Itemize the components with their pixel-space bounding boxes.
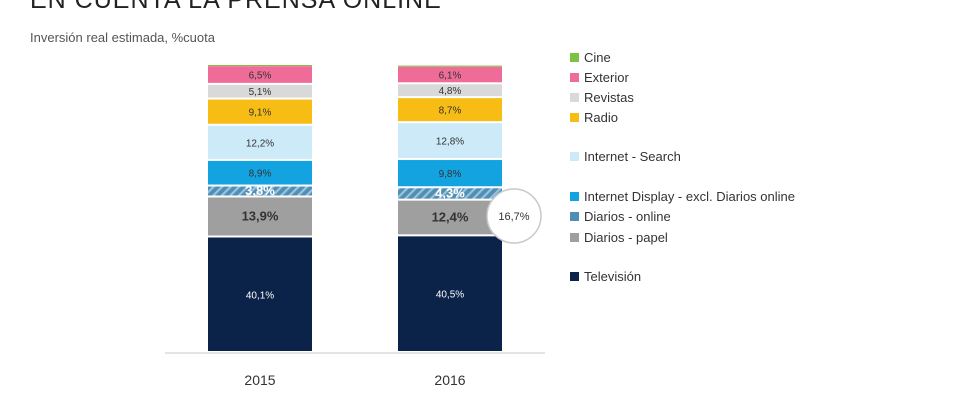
bar-segment-internet-search-2015 [208, 125, 312, 159]
data-label-television-2015: 40,1% [246, 290, 274, 301]
bar-segment-radio-2016 [398, 98, 502, 122]
callout-circle [486, 188, 542, 244]
bar-segment-diarios-online-2015 [208, 186, 312, 196]
x-tick-label-2015: 2015 [244, 372, 275, 388]
data-label-internet-display-excl-diarios-online-2015: 8,9% [249, 169, 272, 180]
data-label-diarios-papel-2016: 12,4% [432, 210, 469, 225]
data-label-radio-2015: 9,1% [249, 108, 272, 119]
chart-subtitle: Inversión real estimada, %cuota [30, 30, 215, 45]
bar-segment-cine-2016 [398, 65, 502, 67]
bar-segment-television-2016 [398, 236, 502, 351]
data-label-diarios-online-2016: 4,3% [435, 185, 465, 200]
data-label-internet-search-2016: 12,8% [436, 137, 464, 148]
data-label-exterior-2015: 6,5% [249, 71, 272, 82]
data-label-revistas-2016: 4,8% [439, 86, 462, 97]
data-label-internet-display-excl-diarios-online-2016: 9,8% [439, 169, 462, 180]
bar-segment-internet-display-excl-diarios-online-2015 [208, 160, 312, 185]
bar-segment-diarios-online-2016 [398, 188, 502, 199]
data-label-television-2016: 40,5% [436, 290, 464, 301]
bar-segment-revistas-2015 [208, 84, 312, 98]
callout-label: 16,7% [498, 211, 529, 223]
data-label-revistas-2015: 5,1% [249, 87, 272, 98]
bar-segment-internet-search-2016 [398, 123, 502, 159]
data-label-internet-search-2015: 12,2% [246, 138, 274, 149]
bar-segment-radio-2015 [208, 99, 312, 124]
data-label-exterior-2016: 6,1% [439, 71, 462, 82]
chart-title: EN CUENTA LA PRENSA ONLINE [30, 0, 442, 14]
x-tick-label-2016: 2016 [434, 372, 465, 388]
bar-segment-diarios-papel-2016 [398, 200, 502, 235]
data-label-radio-2016: 8,7% [439, 106, 462, 117]
bar-segment-cine-2015 [208, 65, 312, 66]
bar-segment-television-2015 [208, 237, 312, 351]
bar-segment-internet-display-excl-diarios-online-2016 [398, 160, 502, 187]
bar-segment-exterior-2015 [208, 66, 312, 83]
data-label-diarios-papel-2015: 13,9% [242, 208, 279, 223]
bar-segment-exterior-2016 [398, 66, 502, 83]
data-label-diarios-online-2015: 3,8% [245, 183, 275, 198]
bar-segment-revistas-2016 [398, 84, 502, 97]
bar-segment-diarios-papel-2015 [208, 197, 312, 236]
